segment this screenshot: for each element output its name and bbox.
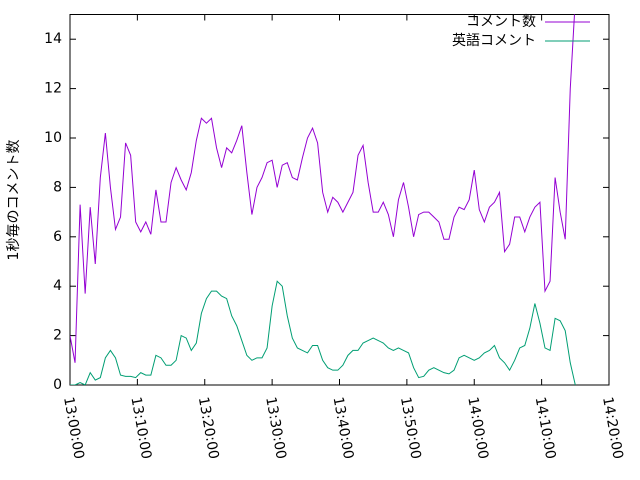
series-line	[70, 280, 576, 385]
y-tick-label: 2	[53, 328, 62, 344]
x-tick-label: 13:00:00	[60, 396, 87, 461]
y-tick-label: 8	[53, 179, 62, 195]
x-tick-label: 14:10:00	[532, 396, 559, 461]
axes: 0 2 4 6 8 10 12 14 13:00:00 13:10:00 13:20:00 13:30…	[44, 14, 626, 461]
x-tick-label: 13:50:00	[397, 396, 424, 461]
y-tick-label: 12	[44, 81, 62, 97]
y-axis-label: 1秒毎のコメント数	[6, 140, 22, 261]
legend-label: コメント数	[466, 14, 536, 30]
x-tick-label: 13:30:00	[262, 396, 289, 461]
y-tick-label: 4	[53, 278, 62, 294]
plot-frame	[69, 14, 610, 386]
x-tick-label: 13:10:00	[127, 396, 154, 461]
x-tick-label: 13:40:00	[330, 396, 357, 461]
series-line	[70, 14, 575, 363]
x-tick-label: 14:20:00	[599, 396, 626, 461]
y-tick-label: 14	[44, 31, 62, 47]
x-tick-label: 13:20:00	[195, 396, 222, 461]
y-tick-label: 10	[44, 130, 62, 146]
x-tick-label: 14:00:00	[464, 396, 491, 461]
y-tick-label: 6	[53, 229, 62, 245]
legend-label: 英語コメント	[452, 32, 536, 49]
y-tick-label: 0	[53, 377, 62, 393]
lines	[70, 14, 576, 385]
